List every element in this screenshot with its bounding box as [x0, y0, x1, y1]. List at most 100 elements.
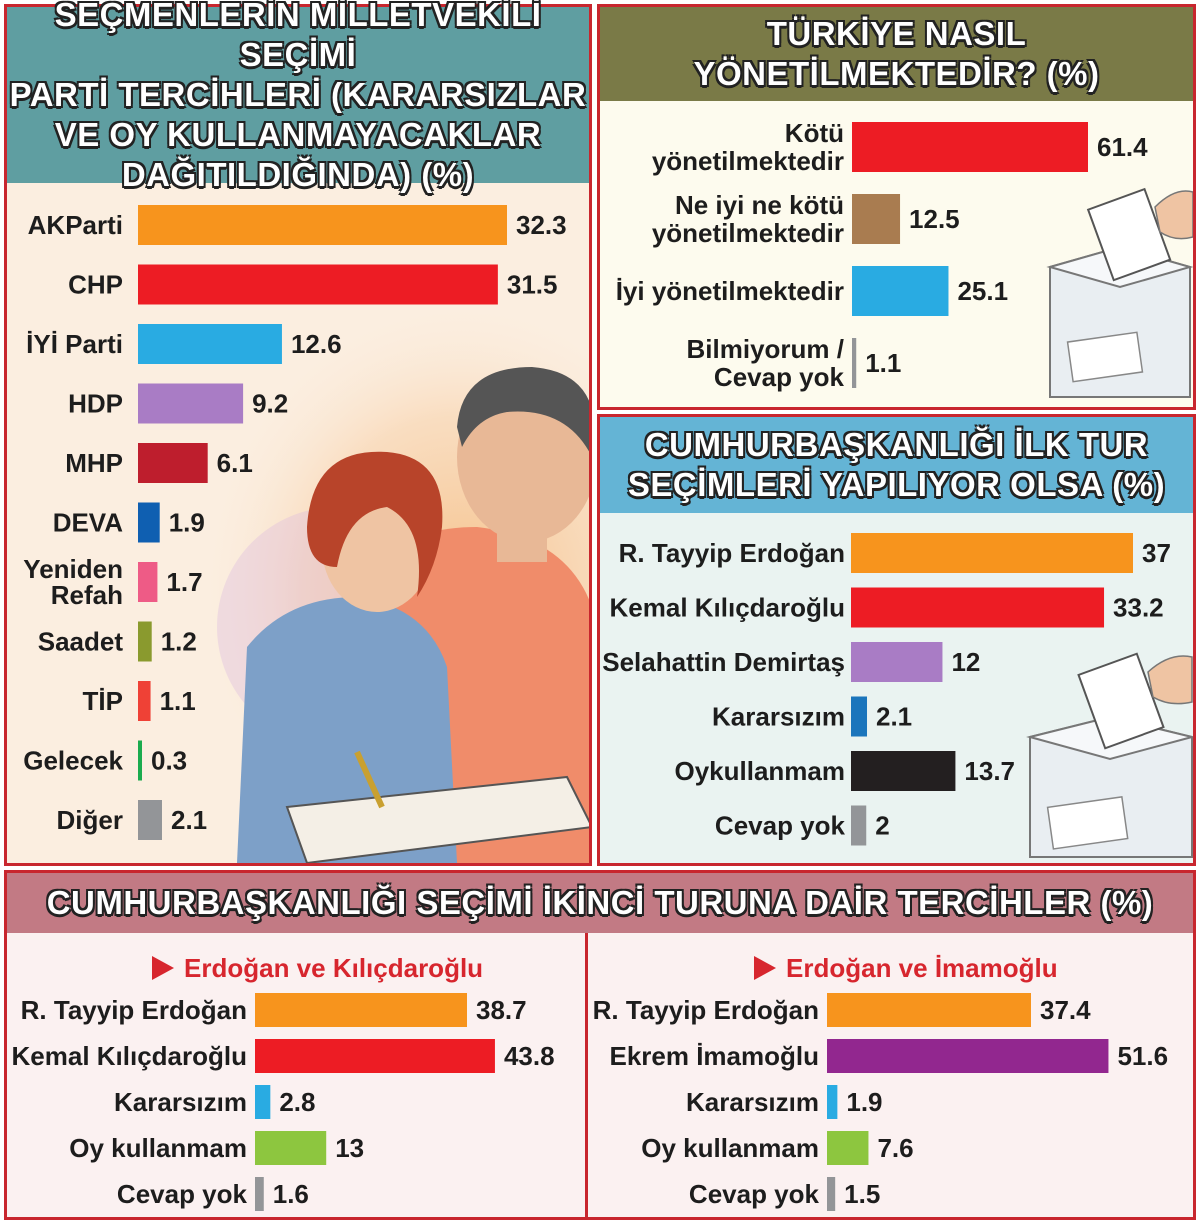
bar	[851, 533, 1133, 573]
title-line: CUMHURBAŞKANLIĞI İLK TUR	[644, 426, 1149, 463]
category-label: AKParti	[28, 210, 123, 240]
value-label: 31.5	[507, 270, 558, 300]
bar	[138, 264, 498, 305]
value-label: 2.1	[876, 702, 912, 732]
value-label: 43.8	[504, 1041, 555, 1071]
party-preferences-panel: SEÇMENLERİN MİLLETVEKİLİ SEÇİMİ PARTİ TE…	[4, 0, 592, 866]
bar	[852, 266, 949, 316]
category-label: DEVA	[53, 508, 124, 538]
title-line: TÜRKİYE NASIL	[766, 15, 1027, 52]
bar	[827, 1177, 836, 1211]
bar	[138, 443, 208, 483]
category-label: Cevap yok	[715, 811, 846, 841]
value-label: 9.2	[252, 389, 288, 419]
category-label: İYİ Parti	[26, 329, 123, 359]
bar	[255, 1131, 327, 1165]
title-line: CUMHURBAŞKANLIĞI SEÇİMİ İKİNCİ TURUNA DA…	[46, 884, 1154, 921]
category-label: Kemal Kılıçdaroğlu	[610, 593, 846, 623]
category-label: Refah	[51, 580, 123, 610]
subtitle-arrow-icon	[152, 956, 174, 980]
governance-panel: TÜRKİYE NASIL YÖNETİLMEKTEDİR? (%) 61.4 K…	[597, 4, 1196, 410]
title-line: SEÇMENLERİN MİLLETVEKİLİ SEÇİMİ	[54, 0, 542, 73]
category-label: R. Tayyip Erdoğan	[21, 995, 247, 1025]
value-label: 13.7	[964, 756, 1015, 786]
panel-divider	[585, 933, 588, 1217]
bar	[827, 1039, 1109, 1073]
category-label: yönetilmektedir	[652, 146, 844, 176]
second-round-imamoglu-chart: Erdoğan ve İmamoğlu 37.4 R. Tayyip Erdoğan…	[593, 953, 1168, 1211]
category-label: Cevap yok	[714, 362, 845, 392]
chart-subtitle: Erdoğan ve Kılıçdaroğlu	[184, 953, 483, 983]
first-round-chart: 37 R. Tayyip Erdoğan 33.2 Kemal Kılıçdaroğl…	[602, 533, 1171, 846]
title-line: DAĞITILDIĞINDA) (%)	[121, 156, 475, 193]
bar	[852, 194, 901, 244]
value-label: 6.1	[217, 448, 253, 478]
category-label: MHP	[65, 448, 123, 478]
title-line: YÖNETİLMEKTEDİR? (%)	[693, 55, 1100, 92]
governance-title: TÜRKİYE NASIL YÖNETİLMEKTEDİR? (%)	[600, 7, 1193, 101]
category-label: Kararsızım	[686, 1087, 819, 1117]
value-label: 51.6	[1117, 1041, 1168, 1071]
bar	[852, 122, 1088, 172]
category-label: Kötü	[785, 118, 844, 148]
bar	[138, 383, 244, 424]
bar	[851, 805, 867, 846]
category-label: Kemal Kılıçdaroğlu	[12, 1041, 248, 1071]
category-label: Yeniden	[23, 554, 123, 584]
value-label: 1.7	[166, 567, 202, 597]
value-label: 0.3	[151, 746, 187, 776]
value-label: 1.9	[169, 508, 205, 538]
value-label: 12.6	[291, 329, 342, 359]
category-label: Cevap yok	[689, 1179, 820, 1209]
category-label: Diğer	[57, 805, 123, 835]
value-label: 1.1	[865, 348, 901, 378]
category-label: Bilmiyorum /	[687, 334, 844, 364]
value-label: 32.3	[516, 210, 567, 240]
category-label: CHP	[68, 270, 123, 300]
bar	[138, 681, 151, 721]
bar	[138, 740, 142, 781]
category-label: Saadet	[38, 627, 124, 657]
bar	[255, 1177, 264, 1211]
value-label: 37.4	[1040, 995, 1091, 1025]
category-label: Kararsızım	[114, 1087, 247, 1117]
category-label: Gelecek	[23, 746, 123, 776]
value-label: 7.6	[877, 1133, 913, 1163]
title-line: PARTİ TERCİHLERİ (KARARSIZLAR	[9, 76, 587, 113]
category-label: Ekrem İmamoğlu	[609, 1041, 819, 1071]
bar	[827, 993, 1031, 1027]
first-round-title: CUMHURBAŞKANLIĞI İLK TUR SEÇİMLERİ YAPIL…	[600, 417, 1193, 513]
bar	[138, 502, 160, 543]
category-label: TİP	[83, 686, 123, 716]
bar	[851, 587, 1105, 628]
bar	[255, 1039, 495, 1073]
category-label: Oykullanmam	[674, 756, 845, 786]
subtitle-arrow-icon	[754, 956, 776, 980]
bar	[852, 338, 857, 388]
category-label: R. Tayyip Erdoğan	[619, 538, 845, 568]
party-preferences-chart: 32.3 AKParti 31.5 CHP 12.6 İYİ Parti 9.2 HDP 6.1…	[23, 205, 567, 840]
title-line: VE OY KULLANMAYACAKLAR	[54, 116, 542, 153]
bar	[255, 1085, 271, 1119]
bar	[851, 642, 943, 682]
bar	[138, 324, 282, 364]
value-label: 25.1	[957, 276, 1008, 306]
category-label: HDP	[68, 389, 123, 419]
bar	[138, 205, 507, 245]
value-label: 2	[875, 811, 889, 841]
first-round-panel: CUMHURBAŞKANLIĞI İLK TUR SEÇİMLERİ YAPIL…	[597, 414, 1196, 866]
category-label: Oy kullanmam	[69, 1133, 247, 1163]
bar	[138, 621, 152, 662]
value-label: 1.2	[161, 627, 197, 657]
value-label: 12.5	[909, 204, 960, 234]
category-label: Ne iyi ne kötü	[675, 190, 844, 220]
bar	[851, 751, 956, 791]
value-label: 13	[335, 1133, 364, 1163]
chart-subtitle: Erdoğan ve İmamoğlu	[786, 953, 1058, 983]
category-label: Kararsızım	[712, 702, 845, 732]
category-label: Selahattin Demirtaş	[602, 647, 845, 677]
second-round-kilicdaroglu-chart: Erdoğan ve Kılıçdaroğlu 38.7 R. Tayyip Erd…	[12, 953, 555, 1211]
bar	[851, 696, 868, 737]
second-round-title: CUMHURBAŞKANLIĞI SEÇİMİ İKİNCİ TURUNA DA…	[7, 873, 1193, 933]
